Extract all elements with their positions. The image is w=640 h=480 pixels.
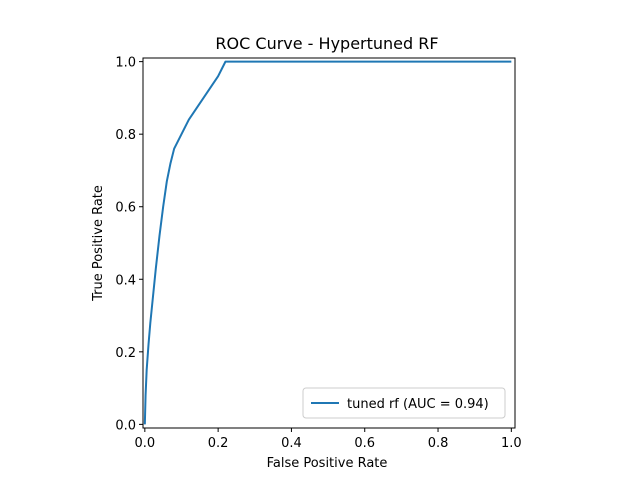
y-tick-label: 0.2 bbox=[115, 346, 136, 361]
y-tick-label: 0.8 bbox=[115, 128, 136, 143]
y-axis-label: True Positive Rate bbox=[91, 185, 106, 302]
chart-title: ROC Curve - Hypertuned RF bbox=[215, 34, 438, 53]
x-tick-label: 0.6 bbox=[354, 436, 375, 451]
plot-frame bbox=[142, 57, 516, 429]
y-tick-label: 0.0 bbox=[115, 418, 136, 433]
x-tick-label: 0.0 bbox=[134, 436, 155, 451]
legend-box bbox=[302, 387, 506, 419]
x-tick-label: 1.0 bbox=[501, 436, 522, 451]
y-tick-label: 1.0 bbox=[115, 56, 136, 71]
roc-curve-line bbox=[143, 60, 512, 425]
x-axis-label: False Positive Rate bbox=[267, 456, 388, 471]
y-tick-label: 0.4 bbox=[115, 273, 136, 288]
x-tick-label: 0.4 bbox=[281, 436, 302, 451]
x-tick-label: 0.8 bbox=[428, 436, 449, 451]
legend-label: tuned rf (AUC = 0.94) bbox=[347, 397, 489, 412]
y-tick-label: 0.6 bbox=[115, 201, 136, 216]
x-tick-label: 0.2 bbox=[208, 436, 229, 451]
plot-area: 0.0 0.2 0.4 0.6 0.8 1.0 0.0 0.2 0.4 0.6 0.8 1.0 tune… bbox=[115, 56, 521, 451]
